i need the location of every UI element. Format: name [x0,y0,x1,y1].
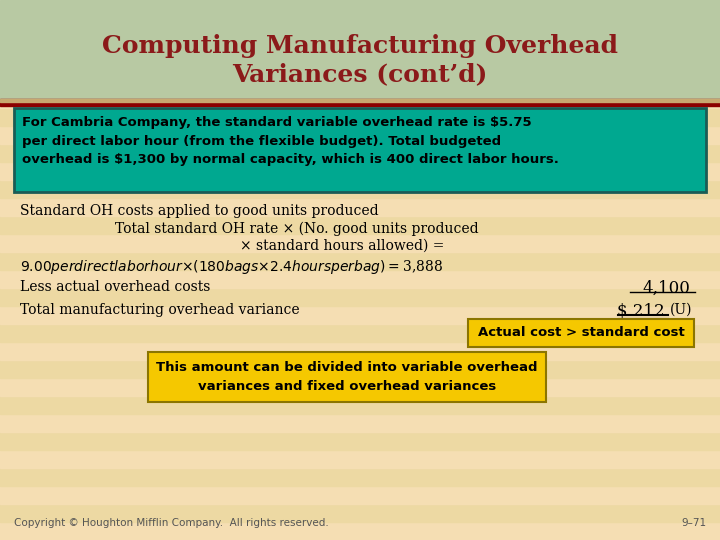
Bar [0,108,720,126]
Text: 9–71: 9–71 [681,518,706,528]
Text: Actual cost > standard cost: Actual cost > standard cost [477,327,685,340]
Bar [0,216,720,234]
Bar [0,180,720,198]
Bar [0,270,720,288]
Bar [0,324,720,342]
Bar [0,162,720,180]
Text: $9.00 per direct labor hour × (180 bags × 2.4 hours per bag) = $3,888: $9.00 per direct labor hour × (180 bags … [20,258,443,276]
Bar [468,319,694,347]
Text: $ 212: $ 212 [617,303,665,320]
Text: For Cambria Company, the standard variable overhead rate is $5.75
per direct lab: For Cambria Company, the standard variab… [22,116,559,166]
Bar [0,0,720,100]
Text: × standard hours allowed) =: × standard hours allowed) = [240,239,444,253]
Bar [0,414,720,432]
Bar [0,234,720,252]
Text: 4,100: 4,100 [642,280,690,297]
Text: Less actual overhead costs: Less actual overhead costs [20,280,210,294]
Text: (U): (U) [670,303,693,317]
Bar [0,396,720,414]
Bar [0,252,720,270]
Bar [0,504,720,522]
Text: Computing Manufacturing Overhead: Computing Manufacturing Overhead [102,34,618,58]
Text: Variances (cont’d): Variances (cont’d) [233,62,487,86]
Bar [0,288,720,306]
Text: Copyright © Houghton Mifflin Company.  All rights reserved.: Copyright © Houghton Mifflin Company. Al… [14,518,329,528]
Bar [0,198,720,216]
Bar [0,432,720,450]
Bar [0,342,720,360]
Bar [0,378,720,396]
Bar [14,108,706,192]
Bar [0,360,720,378]
Text: This amount can be divided into variable overhead
variances and fixed overhead v: This amount can be divided into variable… [156,361,538,393]
Bar [0,468,720,486]
Bar [0,99,720,102]
Text: Total manufacturing overhead variance: Total manufacturing overhead variance [20,303,300,317]
Bar [0,90,720,108]
Text: Standard OH costs applied to good units produced: Standard OH costs applied to good units … [20,204,379,218]
Bar [0,144,720,162]
Bar [0,522,720,540]
Bar [148,352,546,402]
Bar [0,306,720,324]
Bar [0,450,720,468]
Text: Total standard OH rate × (No. good units produced: Total standard OH rate × (No. good units… [115,222,479,237]
Bar [0,126,720,144]
Bar [0,486,720,504]
Bar [0,99,720,106]
